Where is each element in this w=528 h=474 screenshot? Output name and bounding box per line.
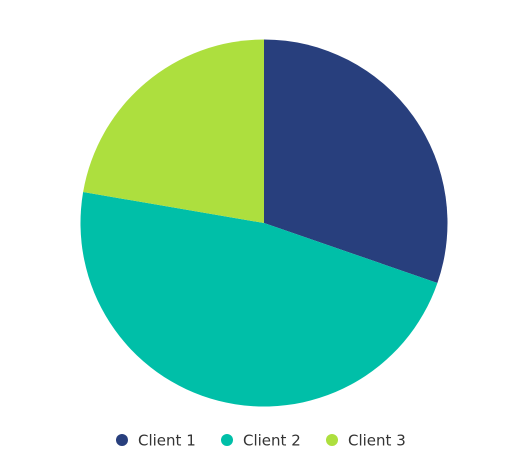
pie-slice-client-2[interactable] <box>80 192 438 407</box>
legend-label: Client 1 <box>138 432 196 450</box>
legend-label: Client 3 <box>348 432 406 450</box>
legend-marker <box>221 434 233 446</box>
legend-marker <box>116 434 128 446</box>
legend-item-client-1[interactable]: Client 1 <box>116 432 196 450</box>
legend: Client 1 Client 2 Client 3 <box>116 432 406 450</box>
legend-marker <box>326 434 338 446</box>
pie-slices <box>80 39 448 407</box>
legend-item-client-2[interactable]: Client 2 <box>221 432 301 450</box>
legend-label: Client 2 <box>243 432 301 450</box>
pie-slice-client-3[interactable] <box>83 39 264 224</box>
legend-item-client-3[interactable]: Client 3 <box>326 432 406 450</box>
pie-slice-client-1[interactable] <box>264 39 448 283</box>
